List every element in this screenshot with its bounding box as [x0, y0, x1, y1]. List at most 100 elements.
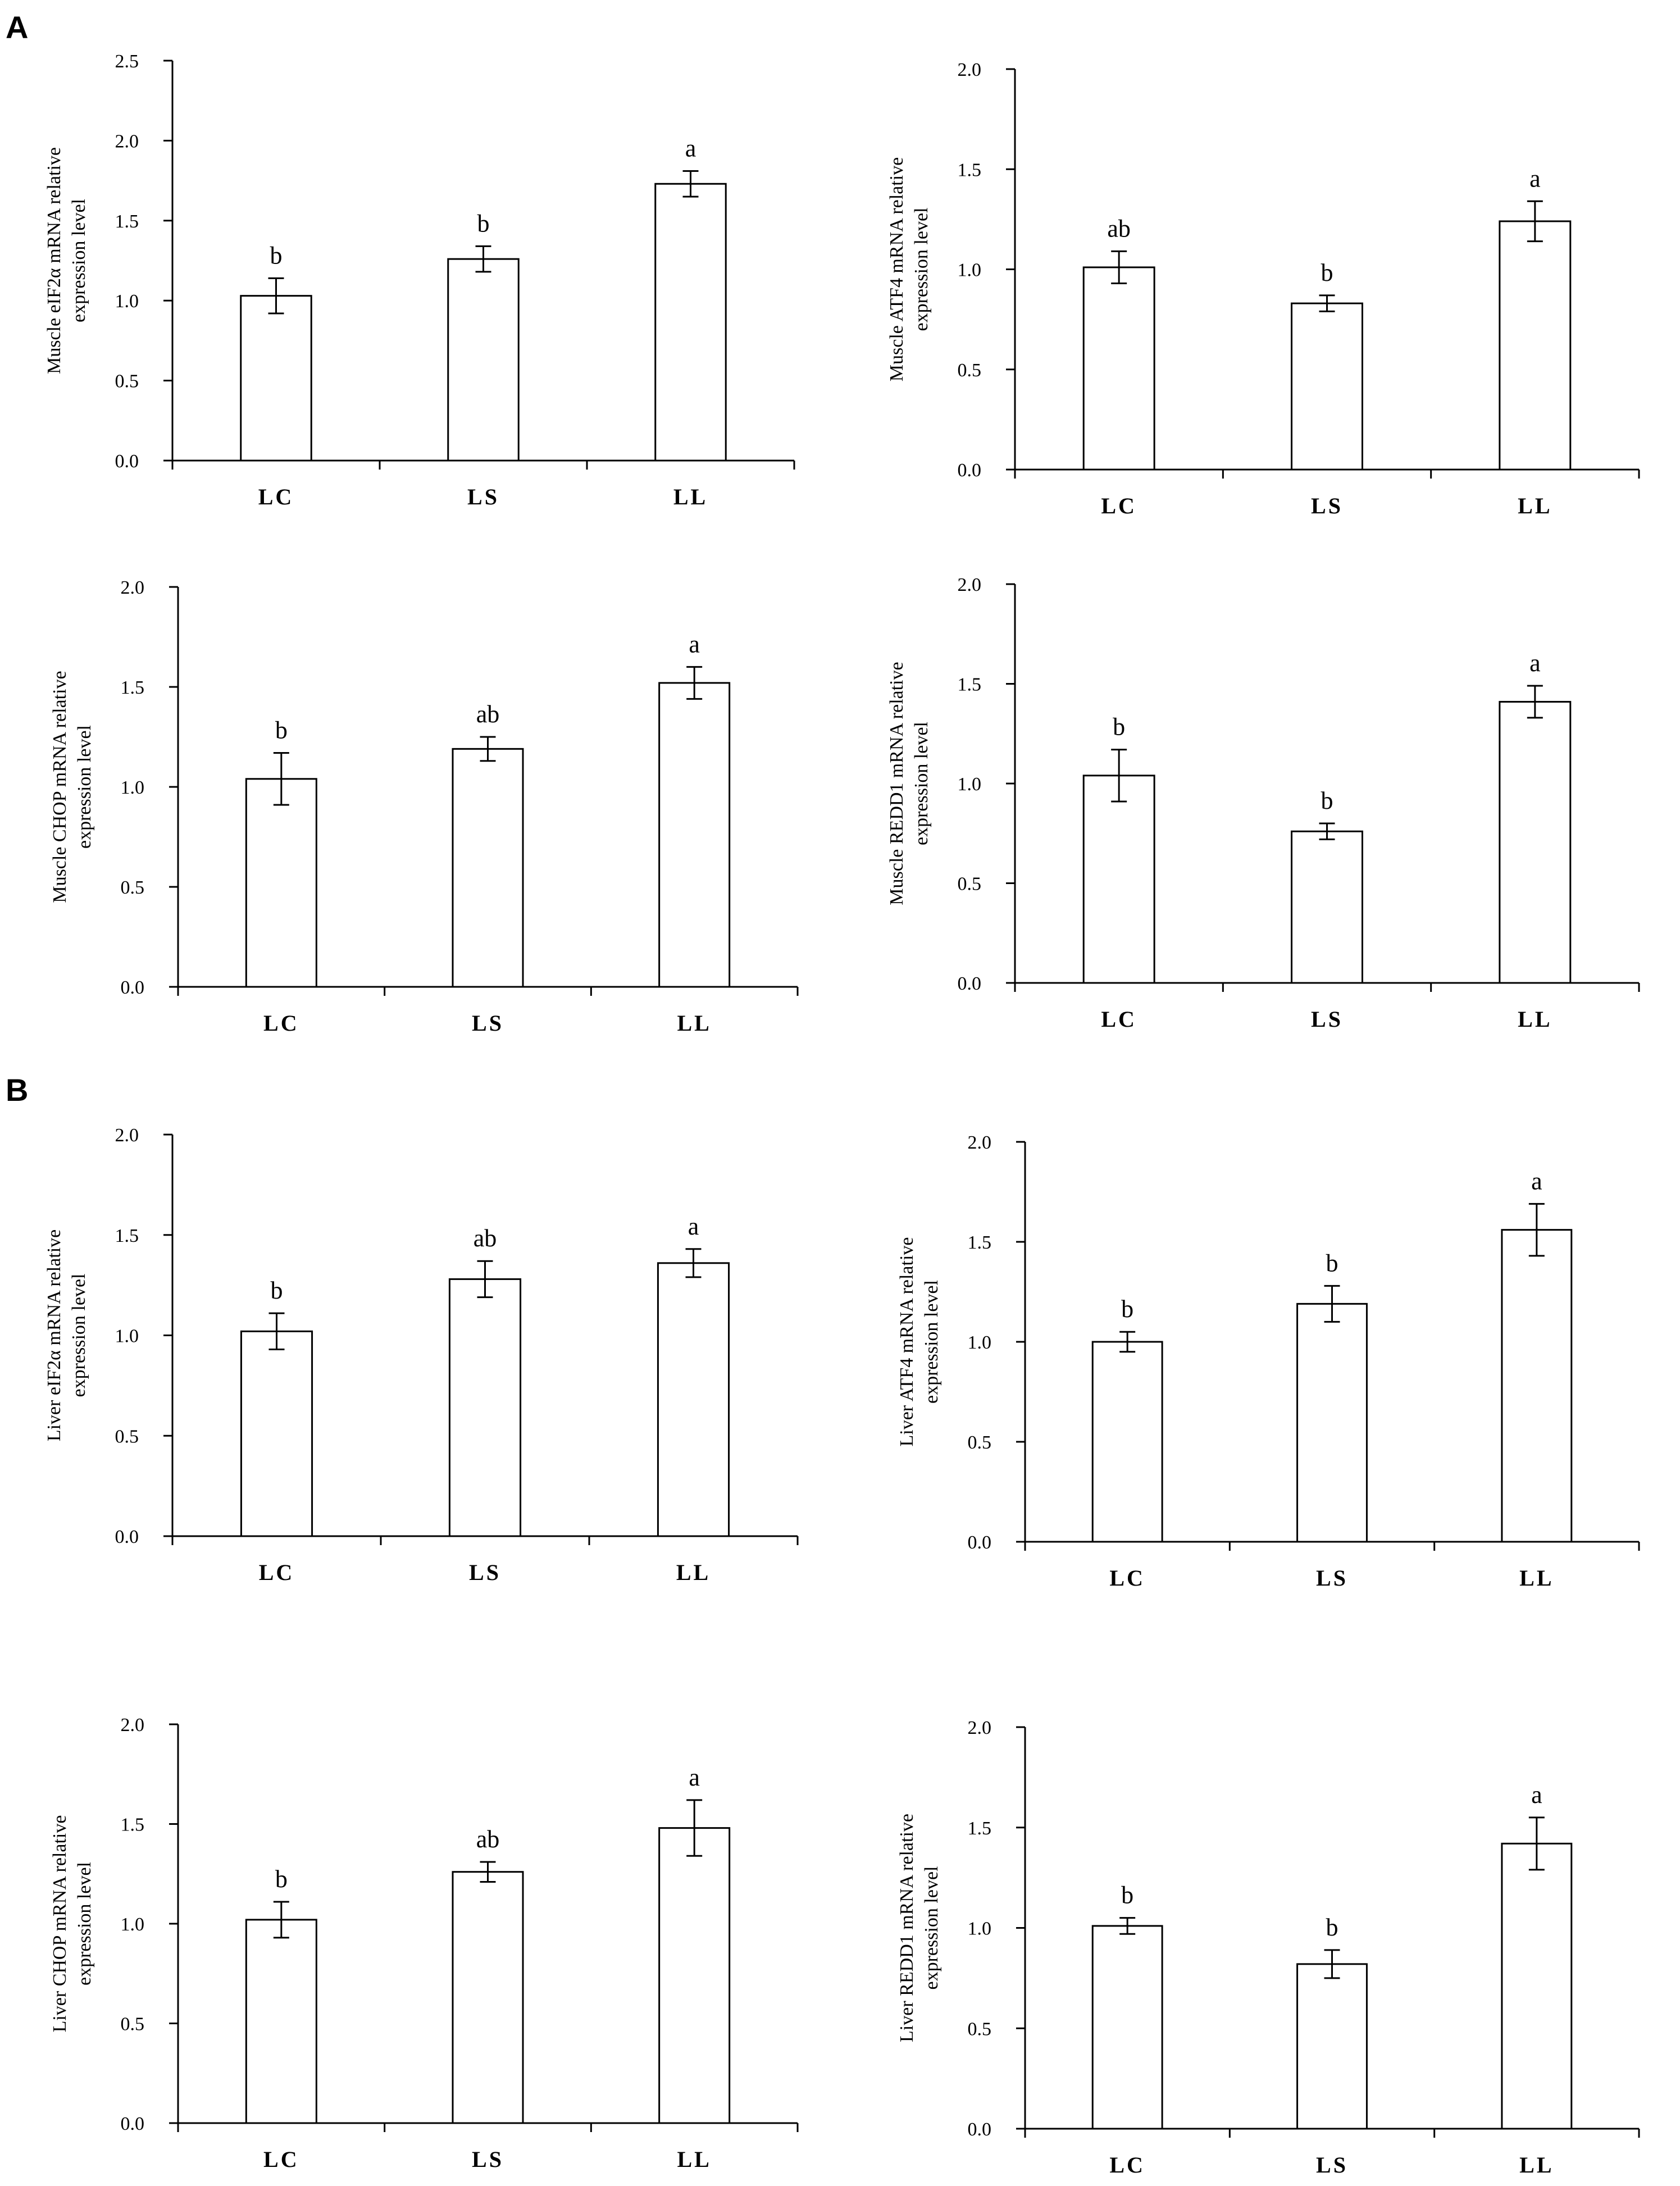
y-tick-label: 2.0 — [968, 1132, 992, 1153]
significance-label: b — [1121, 1882, 1133, 1909]
y-tick-label: 0.0 — [968, 2119, 992, 2140]
chart-8: 0.0 0.5 1.0 1.5 2.0 Liver REDD1 mRNA relative… — [896, 1718, 1640, 2178]
y-axis-title: Muscle CHOP mRNA relative expression leve… — [49, 671, 95, 903]
y-tick-label: 0.5 — [968, 1432, 992, 1453]
chart-3: 0.0 0.5 1.0 1.5 2.0 Muscle CHOP mRNA relative… — [49, 577, 799, 1036]
bar-ls — [1291, 830, 1363, 984]
y-tick-label: 2.0 — [958, 575, 982, 595]
bar-lc — [240, 1330, 313, 1537]
y-tick-label: 0.5 — [115, 1426, 139, 1447]
y-tick-label: 1.5 — [958, 160, 982, 180]
y-tick-label: 1.0 — [115, 291, 139, 312]
significance-label: b — [1321, 259, 1333, 286]
significance-label: b — [271, 1277, 283, 1304]
y-axis-title: Muscle eIF2α mRNA relative expression lev… — [44, 147, 89, 374]
y-axis-title-line: expression level — [69, 1274, 89, 1397]
y-tick-label: 2.0 — [115, 131, 139, 152]
chart-1: 0.0 0.5 1.0 1.5 2.0 2.5 Muscle eIF2α mRNA rela… — [44, 51, 795, 509]
x-category-label: LL — [676, 1560, 711, 1585]
significance-label: a — [688, 1213, 699, 1240]
x-category-label: LS — [1316, 1565, 1348, 1591]
significance-label: ab — [1107, 215, 1131, 242]
charts-container: 0.0 0.5 1.0 1.5 2.0 2.5 Muscle eIF2α mRNA rela… — [44, 51, 1640, 2178]
y-axis-title: Liver ATF4 mRNA relative expression level — [896, 1237, 942, 1446]
significance-label: ab — [474, 1224, 497, 1252]
bar-lc — [1091, 1925, 1163, 2130]
bar-ls — [1296, 1303, 1368, 1543]
bar-ll — [1501, 1842, 1573, 2130]
y-axis-title-line: Liver eIF2α mRNA relative — [44, 1229, 65, 1442]
bar-lc — [1082, 775, 1155, 984]
y-tick-label: 0.5 — [968, 2019, 992, 2039]
significance-label: b — [275, 1865, 288, 1893]
x-category-label: LS — [472, 1010, 504, 1036]
x-category-label: LL — [1519, 1565, 1554, 1591]
y-tick-label: 1.5 — [115, 211, 139, 232]
y-tick-label: 2.0 — [115, 1125, 139, 1146]
bar-ll — [658, 682, 731, 988]
y-axis-title-line: Muscle ATF4 mRNA relative — [886, 157, 907, 381]
bar-ll — [658, 1827, 731, 2124]
bar-lc — [1091, 1341, 1163, 1543]
x-category-label: LC — [1109, 1565, 1145, 1591]
y-axis-title-line: Liver CHOP mRNA relative — [49, 1815, 70, 2033]
x-category-label: LL — [677, 1010, 711, 1036]
x-category-label: LC — [1109, 2152, 1145, 2178]
x-category-label: LC — [1101, 1007, 1137, 1032]
y-tick-label: 0.0 — [968, 1532, 992, 1553]
bar-lc — [240, 295, 312, 462]
chart-2: 0.0 0.5 1.0 1.5 2.0 Muscle ATF4 mRNA relative… — [886, 60, 1640, 518]
y-axis-title: Liver REDD1 mRNA relative expression leve… — [896, 1814, 942, 2042]
y-tick-label: 0.5 — [121, 2014, 145, 2035]
y-axis-title-line: Muscle CHOP mRNA relative — [49, 671, 70, 903]
significance-label: b — [1326, 1249, 1338, 1277]
x-category-label: LS — [1316, 2152, 1348, 2178]
significance-label: a — [1529, 649, 1541, 677]
y-tick-label: 1.5 — [968, 1232, 992, 1253]
y-tick-label: 1.0 — [121, 1914, 145, 1935]
y-axis-title-line: Liver REDD1 mRNA relative — [896, 1814, 917, 2042]
y-tick-label: 0.5 — [121, 877, 145, 898]
y-axis-title-line: Muscle REDD1 mRNA relative — [886, 662, 907, 905]
bar-ls — [452, 748, 524, 988]
y-axis-title: Liver CHOP mRNA relative expression level — [49, 1815, 95, 2033]
y-axis-title-line: expression level — [911, 208, 932, 331]
x-category-label: LC — [1101, 493, 1137, 518]
x-category-label: LL — [677, 2147, 711, 2172]
y-tick-label: 0.0 — [115, 1527, 139, 1547]
x-category-label: LL — [1519, 2152, 1554, 2178]
y-tick-label: 0.0 — [958, 973, 982, 994]
y-tick-label: 2.0 — [958, 60, 982, 80]
y-axis-title: Liver eIF2α mRNA relative expression leve… — [44, 1229, 89, 1442]
significance-label: b — [270, 242, 283, 269]
y-axis-title-line: Muscle eIF2α mRNA relative — [44, 147, 65, 374]
x-category-label: LL — [673, 484, 708, 509]
x-category-label: LC — [263, 2147, 299, 2172]
significance-label: a — [1529, 165, 1541, 192]
y-tick-label: 0.0 — [121, 2114, 145, 2134]
panel-label-a: A — [6, 10, 28, 45]
bar-ls — [1291, 302, 1363, 471]
y-tick-label: 2.0 — [121, 577, 145, 598]
y-tick-label: 0.0 — [115, 451, 139, 472]
y-tick-label: 1.0 — [958, 260, 982, 281]
bar-ls — [452, 1871, 524, 2124]
y-axis-title-line: expression level — [69, 199, 89, 322]
y-axis-title-line: expression level — [921, 1280, 942, 1404]
y-tick-label: 2.0 — [121, 1715, 145, 1736]
x-category-label: LS — [1311, 1007, 1343, 1032]
x-category-label: LS — [1311, 493, 1343, 518]
significance-label: a — [689, 630, 700, 658]
x-category-label: LC — [263, 1010, 299, 1036]
y-tick-label: 1.5 — [121, 677, 145, 698]
y-tick-label: 0.5 — [115, 371, 139, 392]
y-tick-label: 1.5 — [958, 675, 982, 695]
significance-label: b — [477, 210, 490, 237]
y-tick-label: 2.5 — [115, 51, 139, 72]
y-tick-label: 0.5 — [958, 360, 982, 381]
significance-label: b — [275, 716, 288, 744]
chart-5: 0.0 0.5 1.0 1.5 2.0 Liver eIF2α mRNA relative… — [44, 1125, 799, 1585]
x-category-label: LC — [258, 484, 294, 509]
panel-label-b: B — [6, 1072, 28, 1108]
